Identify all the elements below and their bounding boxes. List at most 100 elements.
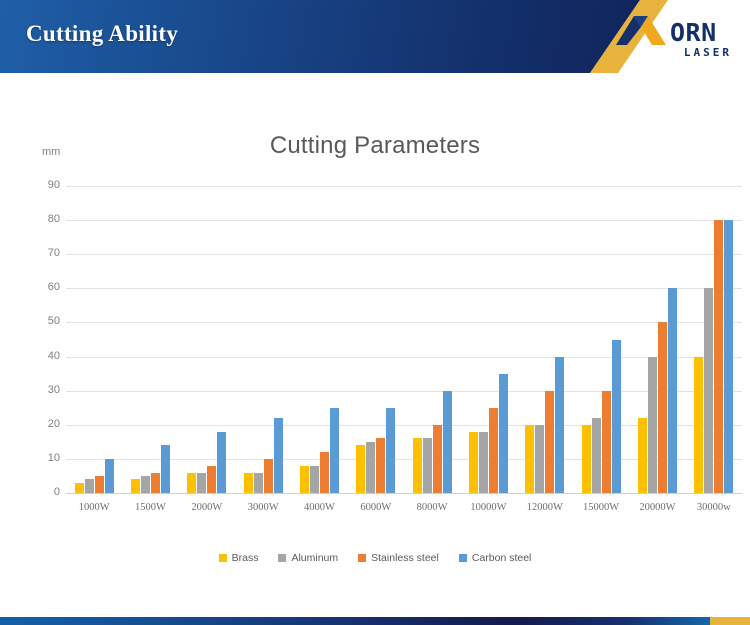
bar-brass[interactable] xyxy=(637,417,647,493)
bar-carbon-steel[interactable] xyxy=(160,445,170,493)
bar-stainless-steel[interactable] xyxy=(319,452,329,493)
chart-container: mm Cutting Parameters 0 10 20 30 40 50 60 70 80 9… xyxy=(0,110,750,580)
y-axis-tick: 0 xyxy=(53,486,60,498)
bar-carbon-steel[interactable] xyxy=(611,339,621,493)
y-axis-tick: 10 xyxy=(47,451,60,464)
bar-group xyxy=(291,186,347,493)
legend-label: Carbon steel xyxy=(471,552,532,564)
y-axis-tick: 20 xyxy=(47,417,60,430)
gridline xyxy=(66,390,742,392)
bar-carbon-steel[interactable] xyxy=(667,288,677,493)
bar-stainless-steel[interactable] xyxy=(488,407,498,493)
bar-stainless-steel[interactable] xyxy=(601,390,611,493)
bar-carbon-steel[interactable] xyxy=(498,373,508,493)
bar-brass[interactable] xyxy=(694,356,704,493)
slide-footer xyxy=(0,617,750,625)
bar-brass[interactable] xyxy=(356,445,366,493)
legend-swatch-icon xyxy=(458,554,467,562)
y-axis-unit-label: mm xyxy=(42,146,61,158)
bar-stainless-steel[interactable] xyxy=(376,438,386,493)
bar-aluminum[interactable] xyxy=(84,479,94,493)
bar-carbon-steel[interactable] xyxy=(442,390,452,493)
chart-title: Cutting Parameters xyxy=(269,132,481,159)
bar-aluminum[interactable] xyxy=(591,417,601,493)
bar-carbon-steel[interactable] xyxy=(217,431,227,493)
bar-carbon-steel[interactable] xyxy=(724,220,734,493)
legend-item-brass[interactable]: Brass xyxy=(218,552,258,564)
bar-group xyxy=(460,186,516,493)
bar-carbon-steel[interactable] xyxy=(386,407,396,493)
legend-label: Aluminum xyxy=(291,552,339,564)
bar-aluminum[interactable] xyxy=(704,288,714,493)
bar-aluminum[interactable] xyxy=(197,472,207,493)
y-axis-tick: 70 xyxy=(47,247,60,260)
gridline xyxy=(66,458,742,460)
gridline xyxy=(66,220,742,222)
y-axis-tick: 60 xyxy=(47,281,60,294)
bar-group xyxy=(66,186,122,493)
bar-aluminum[interactable] xyxy=(422,438,432,493)
bar-brass[interactable] xyxy=(468,431,478,493)
bar-stainless-steel[interactable] xyxy=(657,322,667,493)
bar-aluminum[interactable] xyxy=(647,356,657,493)
y-axis-tick: 50 xyxy=(47,315,60,328)
bar-carbon-steel[interactable] xyxy=(273,417,283,493)
legend-item-stainless-steel[interactable]: Stainless steel xyxy=(358,552,439,564)
bar-aluminum[interactable] xyxy=(478,431,488,493)
x-axis-tick: 8000W xyxy=(416,502,448,513)
logo-mark-icon: ORN xyxy=(616,16,717,47)
bar-carbon-steel[interactable] xyxy=(104,458,114,493)
y-axis-tick: 40 xyxy=(47,349,60,362)
bar-group xyxy=(122,186,178,493)
plot-area xyxy=(66,186,742,494)
x-axis-tick: 2000W xyxy=(191,502,223,513)
legend-swatch-icon xyxy=(278,554,287,562)
bar-brass[interactable] xyxy=(187,472,197,493)
y-axis-tick: 30 xyxy=(47,383,60,396)
bar-stainless-steel[interactable] xyxy=(207,465,217,493)
morn-laser-logo: ORN LASER xyxy=(614,14,736,60)
bar-stainless-steel[interactable] xyxy=(263,458,273,493)
bar-brass[interactable] xyxy=(581,424,591,493)
bar-stainless-steel[interactable] xyxy=(545,390,555,493)
bar-brass[interactable] xyxy=(130,479,140,493)
gridline xyxy=(66,356,742,358)
x-axis-tick: 4000W xyxy=(304,502,335,513)
bar-brass[interactable] xyxy=(412,438,422,493)
bar-aluminum[interactable] xyxy=(309,465,319,493)
gridline xyxy=(66,493,742,494)
bar-brass[interactable] xyxy=(299,465,309,493)
x-axis-tick: 30000w xyxy=(696,502,731,513)
chart-legend: Brass Aluminum Stainless steel Carbon steel xyxy=(0,552,750,564)
bar-stainless-steel[interactable] xyxy=(150,472,160,493)
svg-text:ORN: ORN xyxy=(670,18,717,47)
legend-item-carbon-steel[interactable]: Carbon steel xyxy=(458,552,532,564)
bar-aluminum[interactable] xyxy=(366,441,376,493)
bar-group xyxy=(517,186,573,493)
bar-aluminum[interactable] xyxy=(253,472,263,493)
bar-carbon-steel[interactable] xyxy=(555,356,565,493)
bar-groups xyxy=(66,186,742,493)
bar-stainless-steel[interactable] xyxy=(714,220,724,493)
footer-gold-accent xyxy=(710,617,750,625)
bar-stainless-steel[interactable] xyxy=(432,424,442,493)
bar-group xyxy=(573,186,629,493)
y-axis-tick: 90 xyxy=(47,179,60,191)
bar-stainless-steel[interactable] xyxy=(94,475,104,493)
bar-group xyxy=(686,186,742,493)
bar-brass[interactable] xyxy=(74,482,84,493)
x-axis-tick: 12000W xyxy=(526,502,563,513)
header-blue-band xyxy=(0,0,640,73)
x-axis-tick: 6000W xyxy=(360,502,392,513)
bar-aluminum[interactable] xyxy=(140,475,150,493)
bar-carbon-steel[interactable] xyxy=(329,407,339,493)
x-axis-tick: 1000W xyxy=(78,502,110,513)
bar-group xyxy=(404,186,460,493)
bar-brass[interactable] xyxy=(243,472,253,493)
page-title: Cutting Ability xyxy=(26,21,179,46)
bar-brass[interactable] xyxy=(525,424,535,493)
bar-aluminum[interactable] xyxy=(535,424,545,493)
legend-item-aluminum[interactable]: Aluminum xyxy=(278,552,338,564)
x-axis-tick: 20000W xyxy=(639,502,676,513)
bar-group xyxy=(348,186,404,493)
